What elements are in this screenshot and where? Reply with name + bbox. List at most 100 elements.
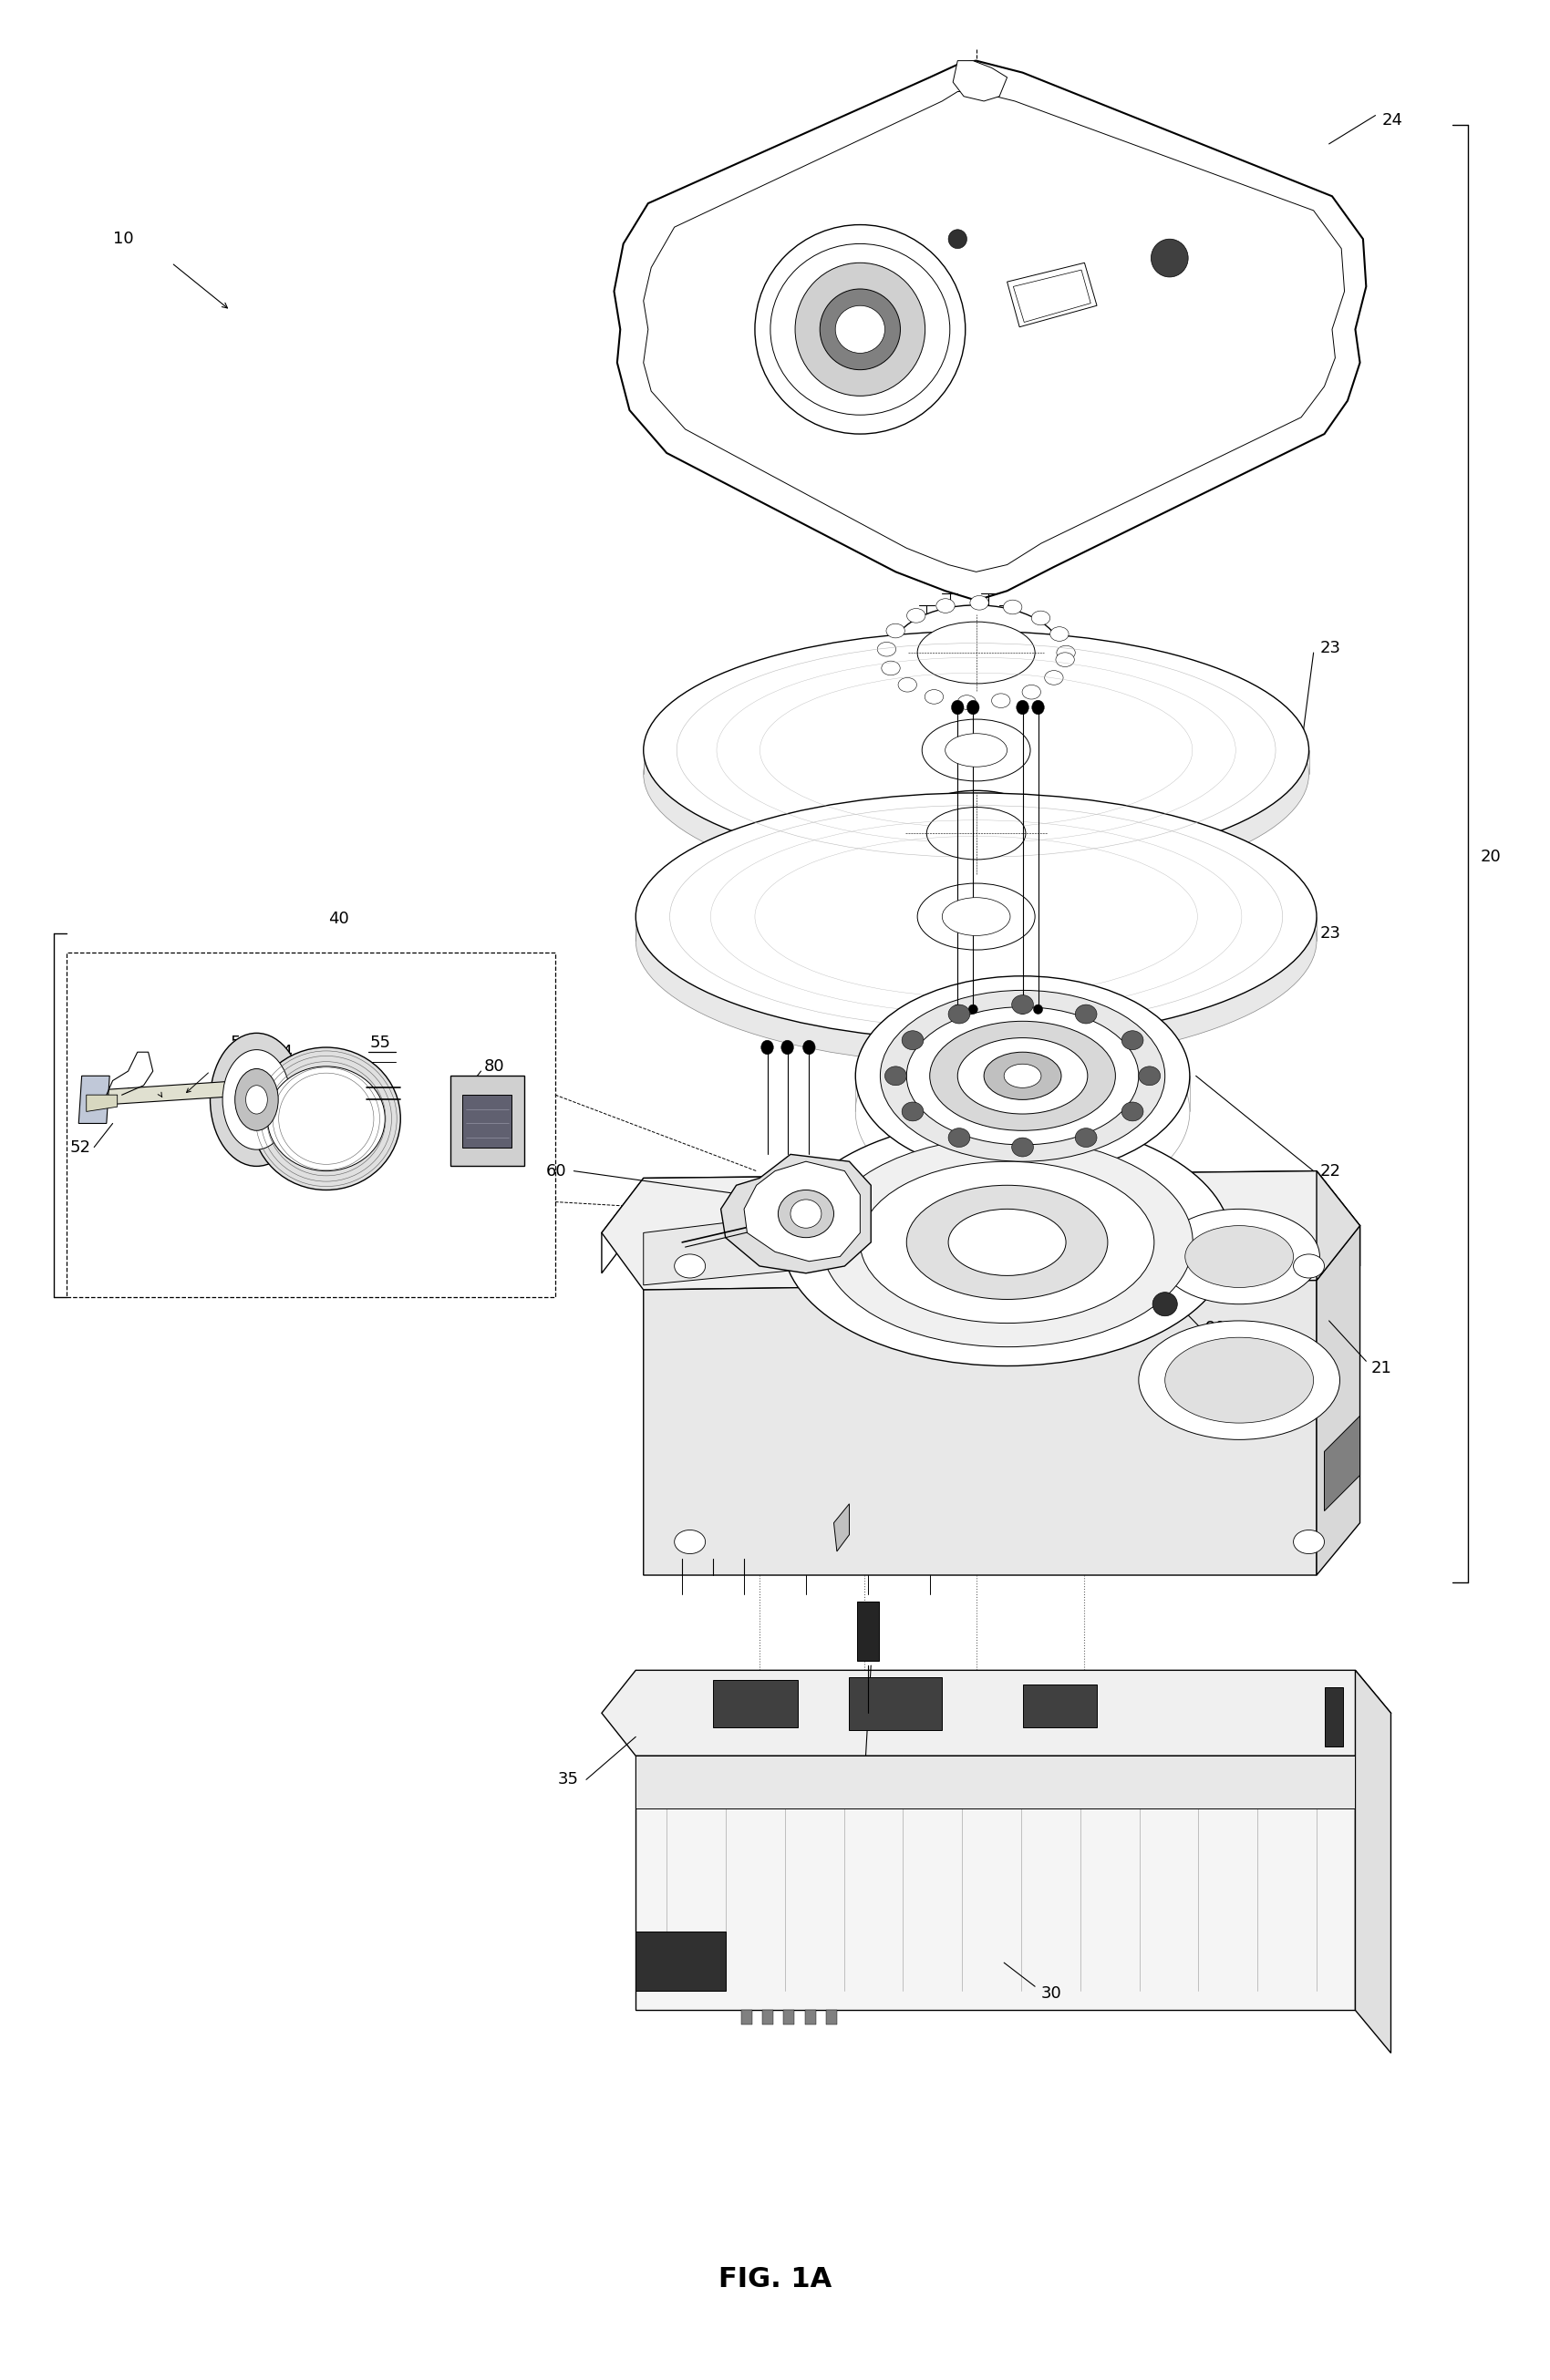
- Ellipse shape: [949, 1209, 1066, 1276]
- Polygon shape: [953, 62, 1008, 100]
- Ellipse shape: [795, 262, 925, 395]
- Text: 50: 50: [231, 1035, 251, 1052]
- Ellipse shape: [761, 1040, 773, 1054]
- Text: FIG. 1A: FIG. 1A: [718, 2266, 832, 2292]
- Ellipse shape: [674, 1254, 705, 1278]
- Ellipse shape: [925, 690, 944, 704]
- Ellipse shape: [1186, 1226, 1293, 1288]
- Ellipse shape: [949, 228, 967, 248]
- Ellipse shape: [1139, 1321, 1339, 1440]
- Ellipse shape: [1003, 600, 1021, 614]
- Text: 90: 90: [842, 1771, 863, 1787]
- Ellipse shape: [930, 1021, 1116, 1130]
- Bar: [804, 2011, 815, 2025]
- Polygon shape: [614, 62, 1366, 600]
- Polygon shape: [79, 1076, 110, 1123]
- Ellipse shape: [902, 1102, 924, 1121]
- Text: 23: 23: [1319, 926, 1341, 942]
- Ellipse shape: [907, 1185, 1108, 1299]
- Ellipse shape: [783, 1119, 1232, 1366]
- Bar: [462, 1095, 512, 1147]
- Ellipse shape: [860, 1161, 1155, 1323]
- Ellipse shape: [1057, 645, 1076, 659]
- Ellipse shape: [1139, 1066, 1161, 1085]
- Ellipse shape: [643, 631, 1308, 869]
- Ellipse shape: [992, 693, 1011, 707]
- Text: 60: 60: [546, 1164, 566, 1178]
- Ellipse shape: [246, 1085, 268, 1114]
- Polygon shape: [636, 1756, 1355, 1809]
- Ellipse shape: [223, 1050, 291, 1150]
- Text: 21: 21: [1370, 1359, 1392, 1376]
- Ellipse shape: [897, 678, 916, 693]
- Ellipse shape: [1166, 1338, 1313, 1423]
- Text: 20: 20: [1480, 850, 1502, 866]
- Bar: [857, 1602, 879, 1661]
- Bar: [849, 1678, 942, 1730]
- Polygon shape: [834, 1504, 849, 1552]
- Ellipse shape: [949, 1128, 970, 1147]
- Ellipse shape: [880, 990, 1166, 1161]
- Ellipse shape: [1012, 1138, 1034, 1157]
- Text: 22: 22: [1319, 1164, 1341, 1178]
- Ellipse shape: [967, 700, 980, 714]
- Bar: [67, 952, 555, 1297]
- Ellipse shape: [927, 807, 1026, 859]
- Ellipse shape: [1004, 1064, 1042, 1088]
- Ellipse shape: [1021, 685, 1040, 700]
- Polygon shape: [636, 1756, 1355, 2011]
- Polygon shape: [1316, 1171, 1359, 1280]
- Ellipse shape: [1076, 1128, 1097, 1147]
- Text: 30: 30: [1042, 1985, 1062, 2002]
- Bar: [783, 2011, 794, 2025]
- Text: 55: 55: [370, 1035, 391, 1052]
- Bar: [713, 1680, 798, 1728]
- Polygon shape: [1316, 1226, 1359, 1576]
- Ellipse shape: [1012, 995, 1034, 1014]
- Bar: [826, 2011, 837, 2025]
- Ellipse shape: [1056, 652, 1074, 666]
- Ellipse shape: [856, 976, 1190, 1176]
- Ellipse shape: [781, 1040, 794, 1054]
- Ellipse shape: [1293, 1254, 1324, 1278]
- Ellipse shape: [1152, 238, 1189, 276]
- Polygon shape: [1008, 262, 1097, 326]
- Ellipse shape: [918, 883, 1035, 950]
- Ellipse shape: [942, 897, 1011, 935]
- Ellipse shape: [891, 605, 1062, 700]
- Ellipse shape: [1159, 1209, 1319, 1304]
- Ellipse shape: [936, 600, 955, 614]
- Ellipse shape: [835, 305, 885, 352]
- Polygon shape: [1324, 1416, 1359, 1511]
- Ellipse shape: [1034, 1004, 1043, 1014]
- Ellipse shape: [882, 662, 901, 676]
- Ellipse shape: [902, 790, 1051, 876]
- Ellipse shape: [1032, 700, 1045, 714]
- Ellipse shape: [803, 1040, 815, 1054]
- Ellipse shape: [922, 719, 1031, 781]
- Text: 54: 54: [273, 1045, 293, 1061]
- Ellipse shape: [1049, 626, 1068, 640]
- Text: 35: 35: [558, 1771, 578, 1787]
- Ellipse shape: [636, 816, 1316, 1064]
- Polygon shape: [643, 90, 1344, 571]
- Text: 23: 23: [1319, 640, 1341, 657]
- Text: 24: 24: [1381, 112, 1403, 129]
- Ellipse shape: [918, 621, 1035, 683]
- Polygon shape: [643, 1209, 845, 1285]
- Ellipse shape: [253, 1047, 400, 1190]
- Text: 51: 51: [126, 1088, 146, 1102]
- Ellipse shape: [268, 1066, 384, 1171]
- Ellipse shape: [1017, 700, 1029, 714]
- Ellipse shape: [643, 655, 1308, 892]
- Ellipse shape: [958, 695, 976, 709]
- Ellipse shape: [790, 1200, 822, 1228]
- Polygon shape: [87, 1095, 118, 1111]
- Polygon shape: [721, 1154, 871, 1273]
- Ellipse shape: [1076, 1004, 1097, 1023]
- Ellipse shape: [1018, 1004, 1028, 1014]
- Polygon shape: [601, 1171, 1359, 1273]
- Polygon shape: [98, 1071, 273, 1107]
- Ellipse shape: [946, 733, 1008, 766]
- Polygon shape: [643, 1280, 1316, 1576]
